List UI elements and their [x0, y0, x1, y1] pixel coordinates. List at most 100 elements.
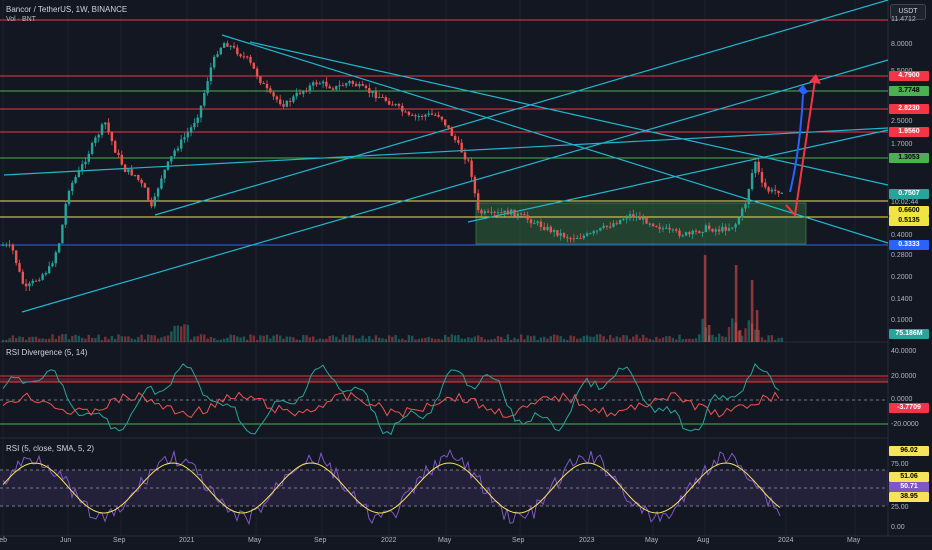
- volume-spike: [734, 265, 738, 342]
- rsi-title: RSI (5, close, SMA, 5, 2): [6, 444, 95, 453]
- candle-body: [341, 85, 345, 87]
- trend-line: [154, 0, 889, 216]
- rsi-div-value-badge: -3.7709: [889, 403, 929, 413]
- volume-bar: [11, 335, 15, 342]
- candle-body: [585, 233, 589, 236]
- candle-body: [219, 47, 222, 55]
- volume-bar: [500, 336, 503, 342]
- volume-bar: [94, 338, 97, 342]
- price-badge: 3.7748: [889, 86, 929, 96]
- candle-body: [668, 227, 671, 230]
- candle-body: [694, 230, 698, 232]
- candle-body: [559, 233, 562, 236]
- volume-bar: [206, 338, 209, 342]
- candle-body: [539, 221, 543, 228]
- volume-bar: [90, 337, 94, 342]
- time-axis-label: 2024: [778, 537, 794, 544]
- volume-bar: [655, 336, 658, 342]
- candle-body: [186, 132, 189, 138]
- volume-bar: [562, 338, 566, 342]
- volume-bar: [516, 338, 519, 342]
- volume-bar: [354, 338, 358, 342]
- volume-bar: [31, 336, 34, 342]
- candle-body: [226, 43, 229, 47]
- volume-bar: [140, 334, 143, 342]
- trend-line: [221, 34, 889, 244]
- volume-bar: [744, 328, 747, 342]
- red-arrowhead: [809, 74, 821, 84]
- time-axis-label: Jun: [60, 537, 72, 544]
- volume-bar: [295, 339, 298, 342]
- volume-bar: [38, 338, 41, 342]
- candle-body: [618, 219, 622, 225]
- volume-bar: [642, 334, 645, 342]
- candle-body: [437, 114, 440, 117]
- volume-bar: [51, 334, 54, 342]
- volume-bar: [193, 336, 196, 342]
- candle-body: [378, 97, 381, 99]
- candle-body: [176, 148, 180, 151]
- volume-bar: [123, 336, 127, 342]
- volume-bar: [549, 336, 552, 342]
- candle-body: [777, 190, 780, 193]
- volume-bar: [358, 338, 361, 342]
- candle-body: [189, 127, 193, 133]
- volume-bar: [648, 338, 651, 342]
- candle-body: [150, 199, 153, 207]
- candle-body: [576, 238, 579, 240]
- rsi-axis-label: 0.00: [891, 524, 905, 531]
- volume-bar: [348, 334, 351, 342]
- candle-body: [15, 250, 18, 264]
- candle-body: [84, 161, 87, 165]
- currency-selector[interactable]: USDT: [890, 4, 926, 20]
- volume-bar: [87, 334, 90, 342]
- candle-body: [279, 99, 282, 105]
- candle-body: [11, 244, 15, 251]
- volume-bar: [694, 338, 698, 342]
- candle-body: [440, 116, 444, 120]
- candle-body: [203, 93, 206, 106]
- candle-body: [427, 113, 430, 115]
- candle-body: [127, 169, 130, 173]
- candle-body: [71, 182, 74, 192]
- candle-body: [180, 139, 183, 149]
- candle-body: [104, 122, 107, 125]
- volume-bar: [566, 339, 569, 342]
- volume-bar: [414, 339, 417, 342]
- volume-bar: [312, 336, 315, 342]
- candle-body: [648, 223, 651, 225]
- candle-body: [453, 136, 457, 141]
- candle-body: [94, 137, 97, 143]
- candle-body: [361, 84, 364, 86]
- volume-bar: [1, 339, 5, 342]
- candle-body: [727, 228, 731, 231]
- candle-body: [34, 280, 38, 282]
- volume-bar: [216, 339, 219, 342]
- volume-bar: [605, 339, 609, 342]
- candle-body: [701, 231, 704, 233]
- volume-bar: [777, 338, 780, 342]
- candle-body: [371, 91, 374, 94]
- volume-bar: [325, 338, 328, 342]
- volume-bar: [678, 334, 681, 342]
- candle-body: [516, 213, 519, 217]
- candle-body: [605, 225, 609, 227]
- volume-bar: [269, 338, 272, 342]
- volume-bar: [222, 338, 226, 342]
- time-axis-label: 2023: [579, 537, 595, 544]
- candle-body: [41, 274, 44, 280]
- rsi-ma-line: [2, 462, 781, 514]
- rsi-badge: 96.02: [889, 446, 929, 456]
- volume-bar: [77, 335, 81, 342]
- candle-body: [246, 56, 249, 58]
- candle-body: [562, 233, 566, 238]
- volume-bar: [114, 338, 117, 342]
- volume-bar: [764, 339, 767, 342]
- candle-body: [308, 85, 312, 92]
- candle-body: [87, 153, 90, 162]
- volume-bar: [341, 334, 345, 342]
- candle-body: [387, 100, 391, 105]
- candle-body: [354, 83, 358, 87]
- candle-body: [628, 214, 632, 219]
